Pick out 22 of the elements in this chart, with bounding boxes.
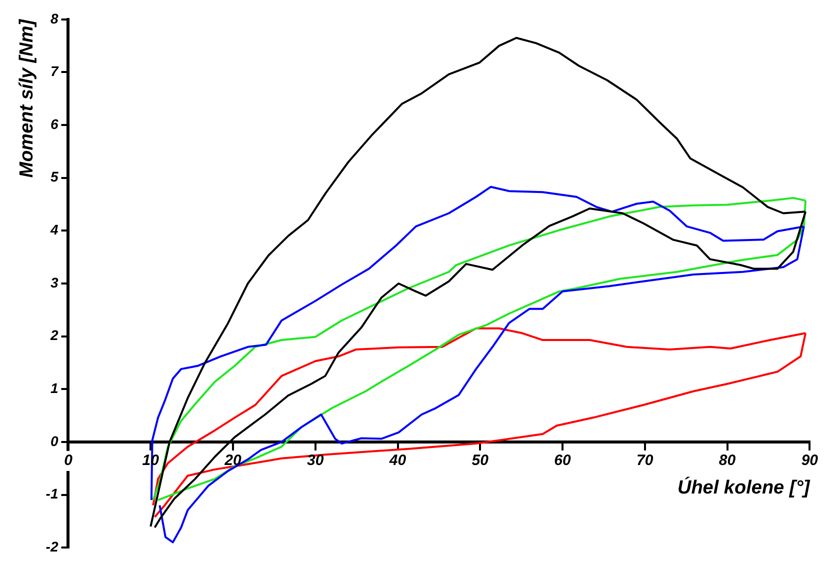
y-tick-label: 2 xyxy=(49,327,58,344)
y-tick-label: 4 xyxy=(49,222,58,238)
y-tick-label: 3 xyxy=(50,274,58,290)
x-tick-label: 30 xyxy=(307,452,324,470)
y-tick-label: 8 xyxy=(50,10,58,26)
y-tick-label: 5 xyxy=(50,168,58,185)
y-tick-label: 7 xyxy=(50,63,60,80)
x-tick-label: 0 xyxy=(64,452,74,470)
y-axis-title: Moment síly [Nm] xyxy=(16,18,38,178)
y-tick-label: 1 xyxy=(50,380,58,396)
x-tick-label: 60 xyxy=(554,452,572,470)
x-tick-label: 50 xyxy=(472,452,490,470)
x-tick-label: 70 xyxy=(636,452,654,470)
x-axis-title: Úhel kolene [°] xyxy=(677,476,810,499)
x-tick-label: 80 xyxy=(718,452,736,470)
y-tick-label: -2 xyxy=(46,538,58,554)
x-tick-label: 90 xyxy=(801,452,819,470)
x-tick-label: 20 xyxy=(224,452,242,470)
y-tick-label: -1 xyxy=(46,486,58,502)
y-tick-label: 0 xyxy=(50,432,58,449)
y-tick-label: 6 xyxy=(50,116,58,132)
x-tick-label: 40 xyxy=(388,452,407,470)
